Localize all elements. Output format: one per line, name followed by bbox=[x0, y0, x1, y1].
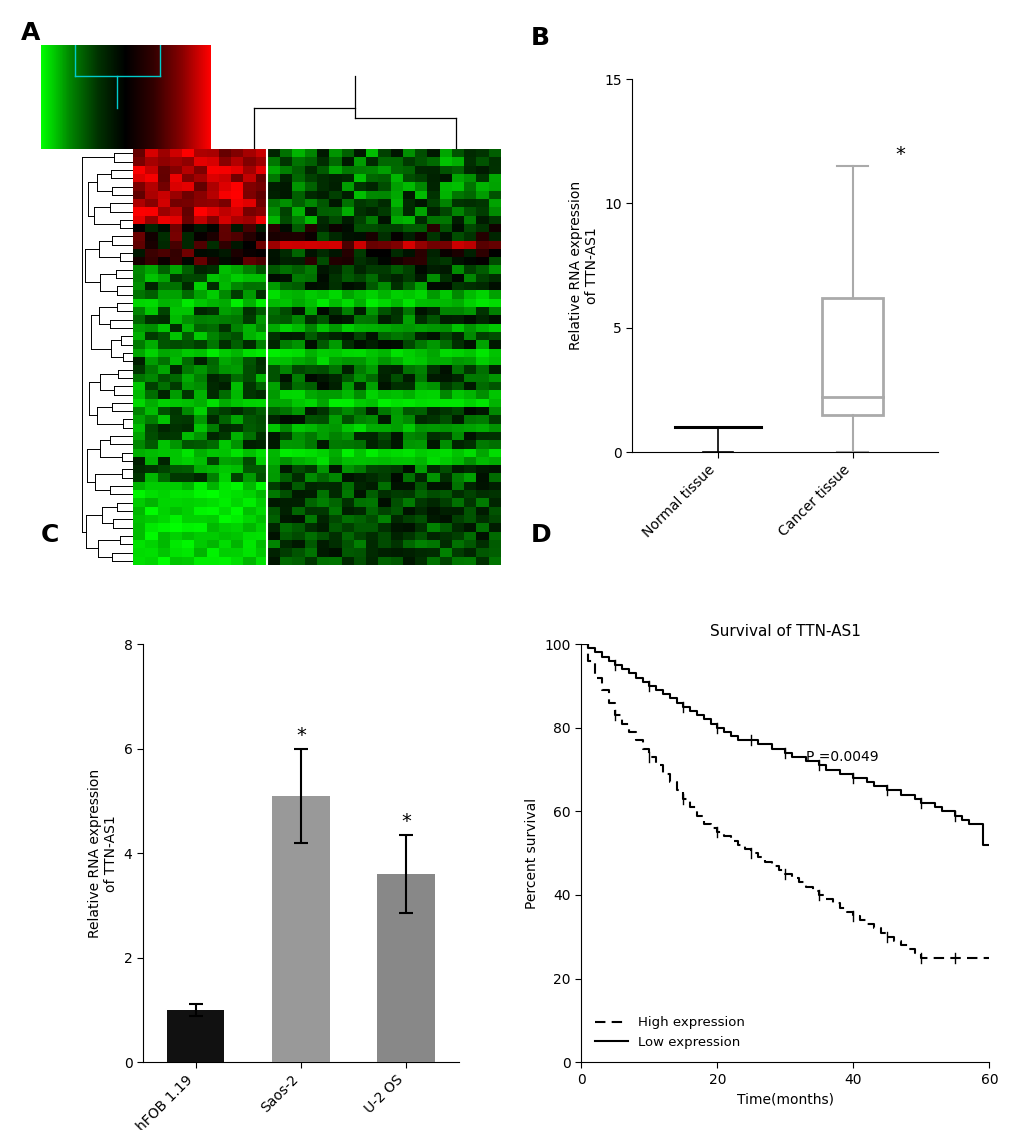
Y-axis label: Relative RNA expression
of TTN-AS1: Relative RNA expression of TTN-AS1 bbox=[568, 181, 598, 350]
Text: B: B bbox=[530, 26, 549, 50]
Text: P =0.0049: P =0.0049 bbox=[805, 750, 877, 764]
Text: A: A bbox=[20, 20, 40, 44]
Y-axis label: Percent survival: Percent survival bbox=[525, 798, 538, 909]
Bar bbox=[821, 298, 882, 415]
Text: C: C bbox=[41, 523, 59, 547]
Title: Survival of TTN-AS1: Survival of TTN-AS1 bbox=[709, 624, 860, 638]
Text: *: * bbox=[400, 812, 411, 831]
Bar bbox=[272, 796, 329, 1062]
Bar bbox=[166, 1010, 224, 1062]
Text: D: D bbox=[530, 523, 550, 547]
X-axis label: Time(months): Time(months) bbox=[736, 1093, 834, 1106]
Legend: High expression, Low expression: High expression, Low expression bbox=[587, 1010, 751, 1055]
Bar bbox=[377, 875, 435, 1062]
Text: *: * bbox=[296, 725, 306, 745]
Y-axis label: Relative RNA expression
of TTN-AS1: Relative RNA expression of TTN-AS1 bbox=[88, 768, 118, 938]
Text: *: * bbox=[895, 145, 905, 164]
